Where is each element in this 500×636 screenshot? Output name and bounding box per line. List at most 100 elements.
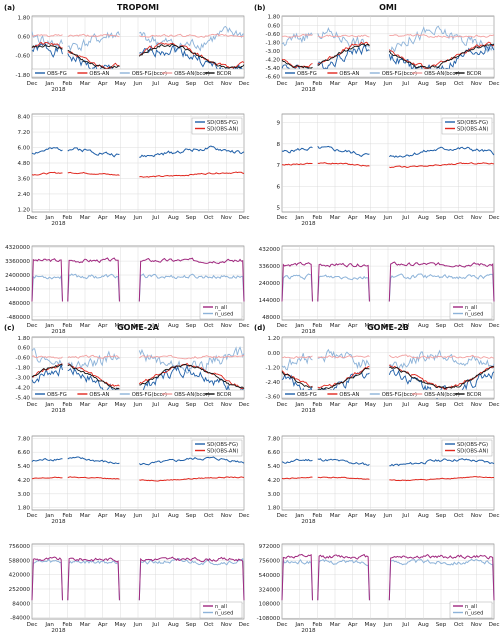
x-tick-label: Aug — [168, 81, 179, 87]
y-tick-label: -1.20 — [266, 365, 281, 371]
series-n-used — [281, 558, 495, 601]
x-tick-label: Oct — [204, 323, 214, 329]
panel-omi: (b) OMI 1.80 0.60 -0.60 -1.80 -3.00 -4.20 -5.40 -… — [254, 3, 499, 335]
legend-label: SD(OBS-FG) — [207, 442, 238, 448]
x-tick-label: Jun — [133, 81, 143, 87]
x-tick-label: Oct — [454, 323, 464, 329]
series-n-all — [281, 261, 495, 302]
legend-label: n_used — [465, 610, 483, 616]
series-n-all — [31, 257, 245, 302]
series-obs-an-bcor — [31, 33, 245, 38]
y-tick-label: -0.60 — [266, 32, 281, 38]
legend-label: OBS-FG(bcor) — [382, 392, 417, 398]
y-tick-label: 2.40 — [18, 192, 31, 198]
x-tick-label: Oct — [204, 81, 214, 87]
x-tick-label: Nov — [471, 323, 483, 329]
x-tick-label: Nov — [471, 215, 483, 221]
x-tick-label: Jun — [133, 622, 143, 628]
series-sd-obs-fg — [281, 145, 495, 158]
y-tick-label: -1.80 — [16, 366, 31, 372]
x-tick-label: Dec — [27, 402, 38, 408]
x-tick-label: Jan — [44, 622, 54, 628]
x-tick-label: Dec — [489, 215, 500, 221]
x-tick-label: Dec — [239, 81, 250, 87]
x-tick-label: Jun — [383, 323, 393, 329]
panel-title: GOME-2A — [117, 323, 160, 332]
x-tick-label: Jul — [151, 215, 159, 221]
series-bcor — [31, 363, 245, 390]
x-tick-label: Feb — [62, 81, 72, 87]
year-label: 2018 — [301, 221, 316, 227]
legend-label: OBS-AN(bcor) — [424, 392, 460, 398]
x-tick-label: Jul — [401, 323, 409, 329]
legend-label: n_used — [465, 311, 483, 317]
x-tick-label: May — [365, 323, 377, 329]
y-tick-label: 3.60 — [18, 176, 31, 182]
x-tick-label: Feb — [312, 81, 322, 87]
y-tick-label: 8.40 — [18, 115, 31, 121]
chart-n: 432000 336000 240000 144000 48000 Dec Jan Feb Ma… — [259, 245, 499, 335]
year-label: 2018 — [301, 87, 316, 93]
x-tick-label: Jul — [151, 513, 159, 519]
y-tick-label: 1.80 — [268, 506, 281, 512]
x-tick-label: Jan — [294, 402, 304, 408]
x-tick-label: Sep — [436, 622, 447, 628]
legend-label: n_used — [215, 311, 233, 317]
panel-label: (d) — [254, 324, 265, 332]
x-tick-label: Jan — [44, 215, 54, 221]
legend-label: OBS-AN — [339, 392, 359, 398]
x-tick-label: Jul — [151, 323, 159, 329]
x-tick-label: Apr — [98, 402, 108, 408]
x-tick-label: Sep — [436, 81, 447, 87]
x-tick-label: May — [365, 402, 377, 408]
panel-label: (a) — [4, 4, 15, 12]
y-tick-label: 4320000 — [5, 245, 30, 251]
y-tick-label: 588000 — [9, 558, 31, 564]
x-tick-label: May — [365, 622, 377, 628]
x-tick-label: Dec — [277, 215, 288, 221]
x-tick-label: May — [115, 402, 127, 408]
x-tick-label: Dec — [239, 622, 250, 628]
x-tick-label: Dec — [239, 323, 250, 329]
y-tick-label: 1.20 — [268, 336, 281, 342]
year-label: 2018 — [301, 329, 316, 335]
x-tick-label: Apr — [348, 81, 358, 87]
y-tick-label: -2.40 — [266, 380, 281, 386]
legend-label: n_all — [465, 305, 477, 311]
x-tick-label: Dec — [277, 323, 288, 329]
series-obs-an-bcor — [281, 33, 495, 38]
x-tick-label: Sep — [186, 622, 197, 628]
x-tick-label: Jul — [401, 215, 409, 221]
x-tick-label: Jan — [294, 513, 304, 519]
x-tick-label: Nov — [471, 513, 483, 519]
chart-n: 972000756000540000324000108000-108000Dec… — [257, 543, 499, 634]
y-tick-label: 7.80 — [18, 436, 31, 442]
legend-label: SD(OBS-FG) — [457, 120, 488, 126]
series-sd-obs-fg — [31, 145, 245, 158]
panel-title: GOME-2B — [367, 323, 409, 332]
y-tick-label: 0.60 — [18, 35, 31, 41]
x-tick-label: Jan — [44, 513, 54, 519]
legend-label: BCOR — [217, 392, 232, 398]
x-tick-label: Apr — [348, 323, 358, 329]
year-label: 2018 — [51, 329, 66, 335]
y-tick-label: 3360000 — [5, 259, 30, 265]
x-tick-label: Mar — [80, 402, 91, 408]
year-label: 2018 — [301, 628, 316, 634]
y-tick-label: 3.00 — [18, 492, 31, 498]
x-tick-label: May — [365, 81, 377, 87]
series-n-all — [31, 556, 245, 601]
x-tick-label: Jan — [44, 402, 54, 408]
x-tick-label: Dec — [239, 402, 250, 408]
x-tick-label: Apr — [98, 81, 108, 87]
year-label: 2018 — [51, 408, 66, 414]
x-tick-label: Nov — [221, 513, 233, 519]
x-tick-label: Sep — [186, 402, 197, 408]
legend-box — [281, 389, 495, 399]
legend-label: OBS-AN(bcor) — [424, 71, 460, 77]
x-tick-label: May — [115, 622, 127, 628]
x-tick-label: Oct — [204, 622, 214, 628]
